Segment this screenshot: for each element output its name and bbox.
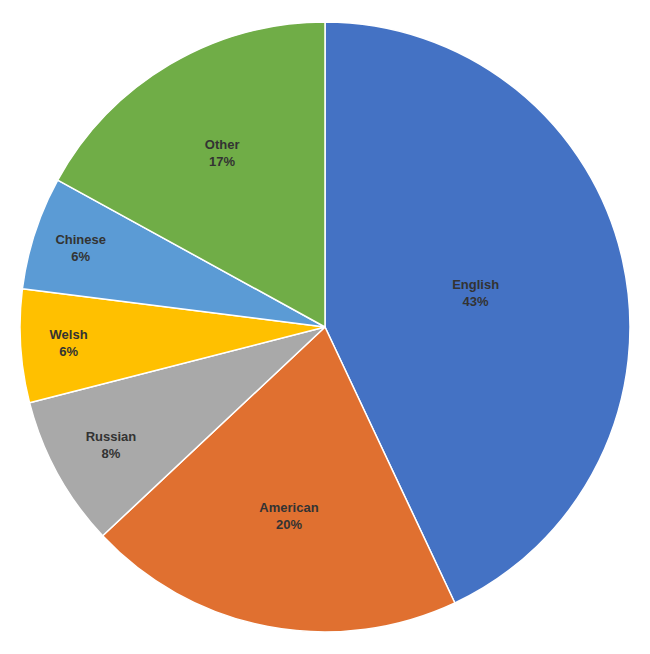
svg-text:Chinese6%: Chinese6% [55,232,106,264]
svg-text:English43%: English43% [452,277,499,309]
svg-text:Other17%: Other17% [205,137,240,169]
svg-text:Russian8%: Russian8% [86,429,137,461]
svg-text:American20%: American20% [259,500,318,532]
svg-text:Welsh6%: Welsh6% [50,327,88,359]
